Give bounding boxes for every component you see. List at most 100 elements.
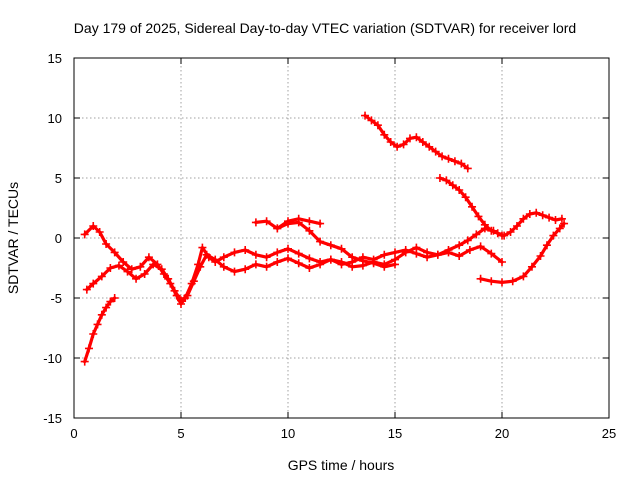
data-point — [463, 164, 472, 173]
data-point — [498, 258, 506, 266]
data-point — [84, 344, 93, 353]
x-tick-label: 5 — [177, 426, 184, 441]
data-point — [508, 277, 517, 286]
y-tick-label: 15 — [48, 51, 62, 66]
data-point — [435, 174, 444, 182]
data-point — [542, 241, 551, 250]
data-point — [230, 248, 239, 257]
data-point — [538, 211, 547, 220]
data-point — [177, 296, 185, 305]
data-point — [102, 240, 111, 248]
data-point — [95, 228, 104, 236]
data-point — [506, 228, 515, 236]
data-point — [418, 138, 427, 146]
data-point — [476, 274, 485, 283]
data-point — [164, 274, 173, 283]
data-point — [442, 176, 451, 185]
data-point — [412, 243, 421, 252]
series-trace — [438, 176, 564, 238]
data-point — [89, 222, 98, 230]
data-point — [380, 262, 389, 271]
data-point — [519, 214, 528, 223]
data-point — [294, 249, 303, 258]
data-point — [348, 262, 357, 271]
data-point — [487, 277, 496, 286]
data-point — [493, 229, 502, 238]
data-point — [455, 241, 464, 250]
data-point — [262, 253, 271, 262]
series-track-8 — [273, 214, 325, 233]
data-point — [211, 255, 220, 264]
y-tick-label: 0 — [55, 231, 62, 246]
data-point — [114, 261, 123, 270]
data-point — [519, 272, 528, 281]
data-point — [140, 270, 149, 278]
data-point — [337, 258, 346, 266]
y-tick-label: -10 — [43, 351, 62, 366]
data-point — [326, 255, 335, 264]
data-point — [399, 140, 408, 149]
data-point — [560, 219, 569, 228]
series-trace — [85, 226, 504, 302]
data-point — [361, 111, 370, 120]
data-point — [369, 259, 378, 268]
data-point — [97, 272, 106, 281]
data-point — [230, 267, 239, 276]
data-point — [106, 297, 115, 306]
data-point — [273, 258, 282, 266]
data-point — [149, 260, 158, 269]
data-point — [512, 222, 521, 230]
data-point — [106, 264, 115, 272]
data-point — [463, 236, 472, 245]
x-tick-label: 15 — [388, 426, 402, 441]
data-point — [284, 244, 292, 253]
data-point — [273, 224, 282, 233]
data-point — [527, 262, 536, 271]
x-axis-label: GPS time / hours — [288, 457, 395, 473]
data-point — [219, 253, 228, 262]
data-point — [183, 291, 192, 300]
y-tick-label: -15 — [43, 411, 62, 426]
series-track-3 — [80, 294, 119, 366]
data-point — [305, 264, 314, 272]
data-point — [284, 254, 292, 263]
data-point — [294, 214, 303, 223]
data-point — [305, 226, 314, 235]
data-point — [487, 226, 496, 235]
series-track-6 — [476, 219, 569, 287]
data-point — [476, 242, 485, 251]
chart-title: Day 179 of 2025, Sidereal Day-to-day VTE… — [74, 20, 576, 36]
data-point — [102, 303, 111, 312]
data-point — [423, 248, 432, 257]
series-track-2 — [82, 224, 506, 305]
data-point — [438, 152, 447, 161]
data-point — [472, 230, 481, 239]
data-point — [97, 310, 106, 319]
y-tick-label: -5 — [50, 291, 62, 306]
data-point — [386, 138, 395, 146]
data-point — [251, 260, 260, 269]
x-tick-label: 10 — [281, 426, 295, 441]
data-point — [412, 133, 421, 142]
data-point — [196, 262, 205, 271]
data-point — [80, 357, 89, 366]
data-point — [219, 262, 228, 271]
data-point — [294, 259, 303, 268]
data-point — [557, 214, 566, 223]
data-point — [474, 212, 483, 221]
data-point — [468, 202, 477, 211]
data-point — [433, 250, 442, 259]
data-point — [198, 243, 207, 252]
data-point — [555, 224, 564, 233]
data-point — [444, 154, 453, 163]
data-point — [93, 320, 102, 329]
data-point — [551, 216, 560, 224]
data-point — [487, 249, 496, 258]
data-point — [273, 248, 282, 257]
data-point — [284, 217, 292, 226]
data-point — [373, 121, 382, 130]
data-point — [305, 254, 314, 263]
data-point — [391, 248, 399, 257]
data-point — [465, 246, 474, 254]
